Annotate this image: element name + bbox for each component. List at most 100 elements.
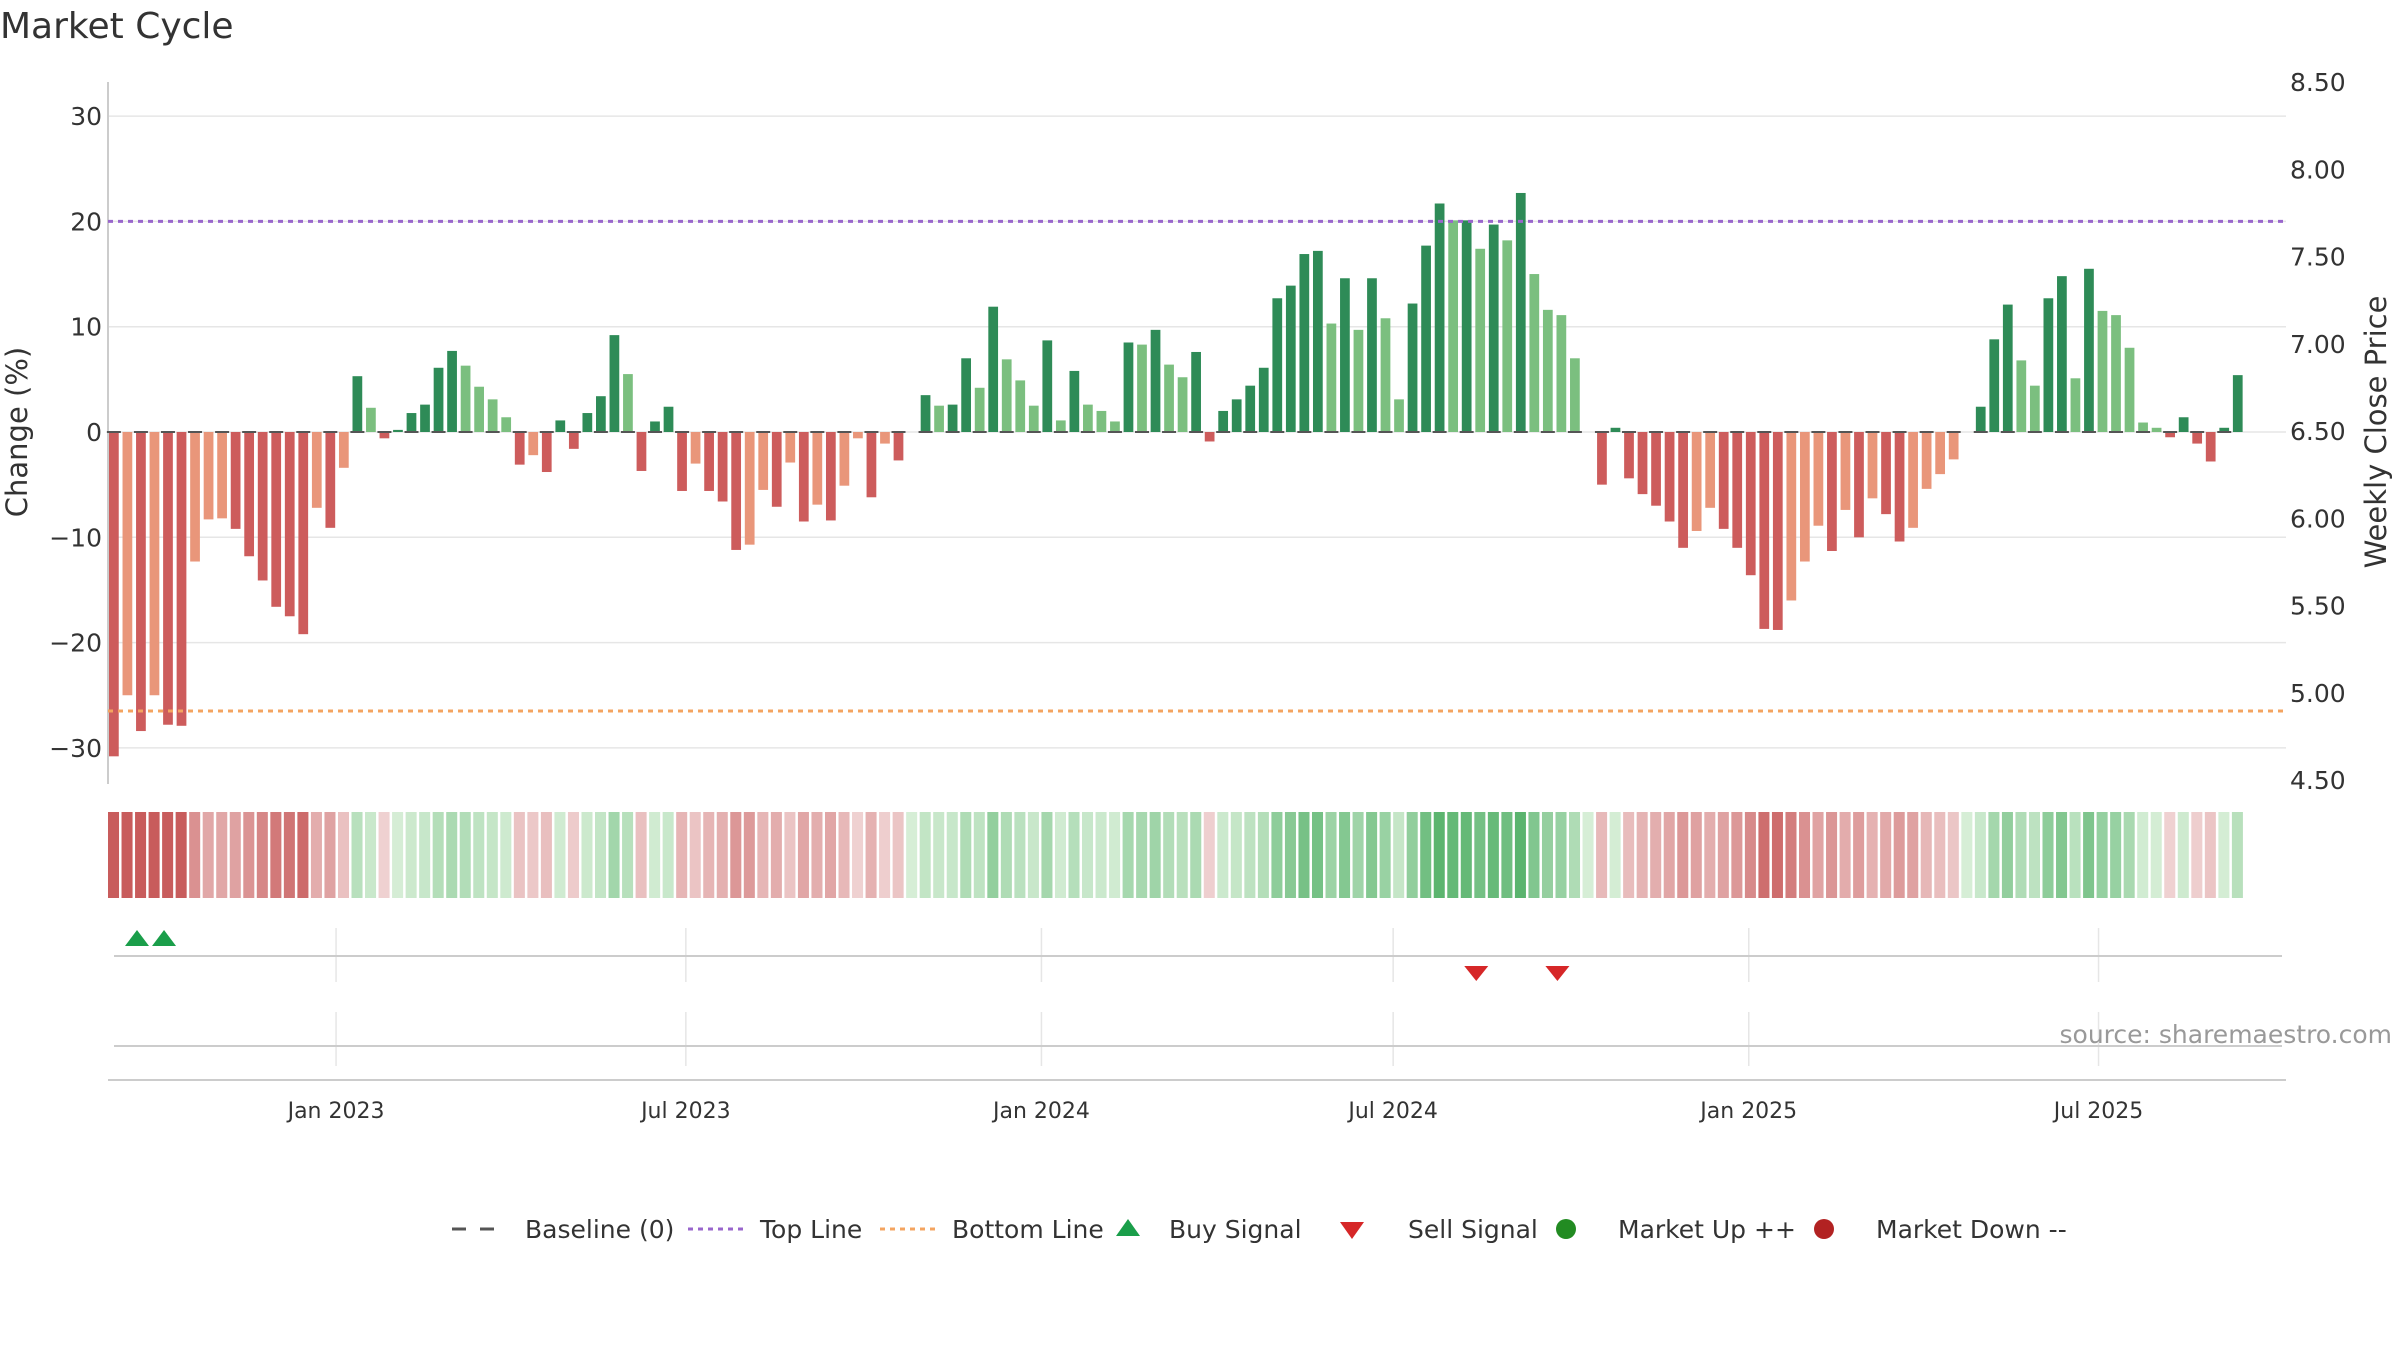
change-bar [1245,385,1256,432]
change-bar [1272,298,1283,432]
cycle-strip-cell [933,812,945,898]
cycle-strip-cell [175,812,187,898]
change-bar [1150,329,1161,432]
change-bar [880,432,890,444]
cycle-strip-cell [1812,812,1824,898]
cycle-strip-cell [1054,812,1066,898]
change-bar [1218,410,1229,432]
cycle-strip-cell [527,812,539,898]
cycle-strip-cell [1663,812,1675,898]
change-bar [1908,432,1918,528]
change-bar [136,432,146,732]
cycle-strip-cell [405,812,417,898]
cycle-strip-cell [1880,812,1892,898]
legend-item-baseline: Baseline (0) [452,1215,674,1244]
change-bar [1448,220,1459,432]
change-bar [1597,432,1607,485]
change-bar [1312,250,1323,432]
cycle-strip-cell [1961,812,1973,898]
change-bar [244,432,255,557]
y2-tick-label: 6.00 [2290,504,2346,533]
cycle-strip-cell [1798,812,1811,898]
cycle-strip-cell [1934,812,1946,898]
change-bar [366,407,376,432]
change-bar [311,432,322,508]
cycle-strip-cell [1826,812,1838,898]
cycle-strip-cell [1298,812,1310,898]
cycle-strip-cell [1555,812,1567,898]
cycle-strip-cell [703,812,715,898]
change-bar [2070,378,2081,432]
change-bar [2097,310,2108,432]
change-bar [1854,432,1864,538]
change-bar [825,432,836,521]
cycle-strip-cell [2096,812,2108,898]
cycle-strip-cell [1122,812,1134,898]
change-bar [2192,432,2203,444]
change-bar [2124,347,2135,432]
legend-item-sell-signal: Sell Signal [1340,1215,1538,1244]
change-bar [109,432,119,757]
change-bar [1191,351,1201,432]
change-bar [122,432,133,696]
left-y-tick-labels: 30 20 10 0 −10 −20 −30 [49,102,102,763]
change-bar [717,432,728,502]
change-bar [934,405,944,432]
legend-label: Bottom Line [952,1215,1104,1244]
y2-tick-label: 7.00 [2290,330,2346,359]
cycle-strip-cell [2123,812,2135,898]
change-bar [1827,432,1837,551]
legend-label: Market Up ++ [1618,1215,1796,1244]
change-bar [1123,342,1134,432]
change-bar [1285,285,1296,432]
change-bar [1326,323,1337,432]
cycle-strip-cell [1731,812,1743,898]
cycle-strip-cell [1190,812,1202,898]
change-bar [988,306,999,432]
chart-title: Market Cycle [0,6,234,47]
cycle-strip-cell [1311,812,1324,898]
cycle-strip-cell [554,812,566,898]
change-bar [1177,377,1188,432]
change-bar [1745,432,1756,576]
change-bar [1001,359,1012,432]
cycle-strip-cell [2028,812,2040,898]
change-bar [1786,432,1797,601]
cycle-strip-cell [2191,812,2203,898]
market-panel: source: sharemaestro.com [114,1020,2392,1049]
change-bar [582,413,593,432]
change-bar [203,432,214,520]
change-bar [798,432,809,522]
cycle-strip-cell [1717,812,1729,898]
cycle-strip-cell [229,812,241,898]
cycle-strip-cell [1907,812,1919,898]
change-bar [1624,432,1634,479]
cycle-strip-cell [1474,812,1486,898]
change-bar [1975,406,1986,432]
change-bar [338,432,349,468]
change-bar [2232,375,2243,432]
change-bar [1840,432,1851,510]
cycle-strip-cell [1853,812,1865,898]
change-bar [1705,432,1716,508]
cycle-strip-cell [162,812,174,898]
change-bar [501,417,512,432]
cycle-strip-cell [2083,812,2095,898]
change-bar [176,432,187,726]
change-bar [744,432,755,545]
cycle-strip-cell [770,812,782,898]
cycle-strip-cell [1704,812,1716,898]
y-tick-label: 20 [70,207,102,236]
cycle-strip-cell [2137,812,2149,898]
legend-label: Baseline (0) [525,1215,674,1244]
cycle-strip-cell [662,812,674,898]
change-bar [1204,432,1215,442]
cycle-strip-cell [256,812,268,898]
cycle-strip-cell [730,812,742,898]
change-bar [1421,245,1431,432]
change-bar [568,432,579,449]
change-bar [298,432,309,635]
legend-label: Top Line [759,1215,862,1244]
cycle-strip-cell [743,812,755,898]
change-bar [2138,422,2148,432]
